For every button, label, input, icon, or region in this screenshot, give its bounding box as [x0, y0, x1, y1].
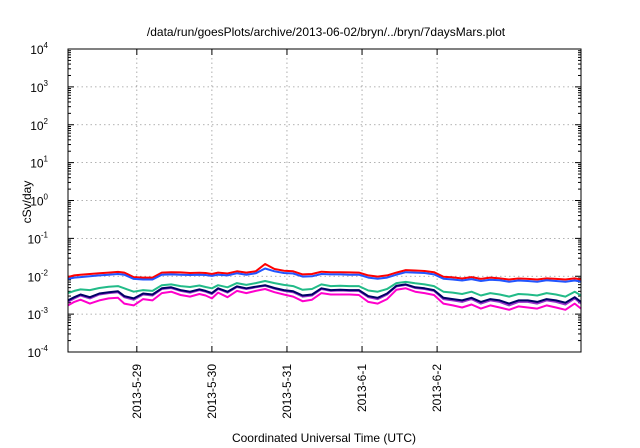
- series-line-6: [67, 287, 582, 311]
- y-tick-label: 10-1: [28, 230, 49, 246]
- x-axis-label: Coordinated Universal Time (UTC): [232, 431, 416, 445]
- series-line-2: [67, 267, 582, 283]
- y-axis-label: cSv/day: [20, 181, 34, 224]
- x-tick-label: 2013-5-30: [205, 364, 219, 419]
- plot-frame: [67, 48, 582, 353]
- y-tick-label: 101: [30, 155, 48, 171]
- y-tick-label: 10-4: [28, 344, 49, 360]
- series-lines: [67, 263, 582, 311]
- y-tick-label: 104: [30, 41, 48, 57]
- y-tick-label: 10-2: [28, 268, 49, 284]
- axis-ticks: 10-4 10-3 10-2 10-1 100 101 102 103 104 2013-5-29…: [28, 41, 581, 419]
- y-tick-label: 103: [30, 79, 48, 95]
- y-tick-label: 102: [30, 117, 48, 133]
- x-tick-label: 2013-5-29: [130, 364, 144, 419]
- x-tick-label: 2013-6-1: [355, 364, 369, 412]
- y-tick-label: 10-3: [28, 306, 49, 322]
- series-line-3: [67, 280, 582, 298]
- x-tick-label: 2013-5-31: [280, 364, 294, 419]
- series-line-5: [67, 283, 582, 305]
- chart-title: /data/run/goesPlots/archive/2013-06-02/b…: [147, 25, 506, 39]
- x-tick-label: 2013-6-2: [430, 364, 444, 412]
- y-tick-label: 100: [30, 193, 48, 209]
- series-line-1: [67, 263, 582, 281]
- grid: [68, 49, 581, 352]
